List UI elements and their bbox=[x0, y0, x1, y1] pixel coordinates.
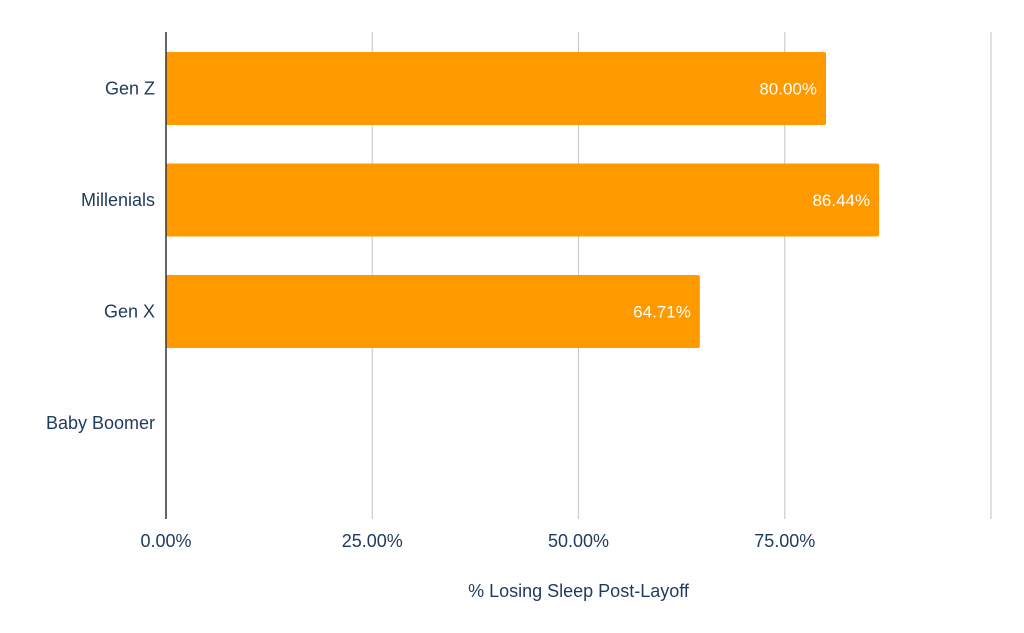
bar-value-label: 64.71% bbox=[633, 303, 691, 322]
bar bbox=[166, 163, 880, 237]
x-tick-label: 0.00% bbox=[140, 531, 191, 551]
category-label: Gen X bbox=[104, 302, 155, 322]
bar-value-label: 86.44% bbox=[812, 191, 870, 210]
x-tick-label: 25.00% bbox=[342, 531, 403, 551]
x-tick-label: 75.00% bbox=[754, 531, 815, 551]
category-label: Millenials bbox=[81, 190, 155, 210]
category-label: Gen Z bbox=[105, 79, 155, 99]
data-labels: 80.00% 86.44% 64.71% bbox=[633, 80, 870, 322]
x-tick-labels: 0.00% 25.00% 50.00% 75.00% bbox=[140, 531, 815, 551]
bar-value-label: 80.00% bbox=[759, 80, 817, 99]
category-labels: Gen Z Millenials Gen X Baby Boomer bbox=[46, 79, 155, 434]
bar bbox=[166, 52, 826, 125]
category-label: Baby Boomer bbox=[46, 413, 155, 433]
bars bbox=[166, 52, 880, 348]
x-axis-title: % Losing Sleep Post-Layoff bbox=[468, 581, 690, 601]
bar bbox=[166, 275, 700, 348]
x-tick-label: 50.00% bbox=[548, 531, 609, 551]
